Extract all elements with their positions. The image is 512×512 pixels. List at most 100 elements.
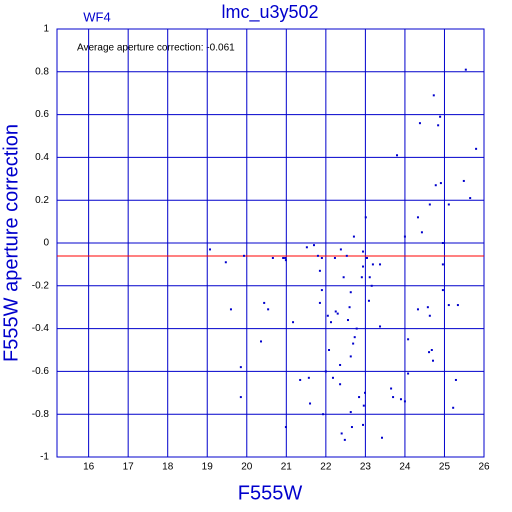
point	[392, 396, 395, 399]
point	[379, 325, 382, 328]
panel-label: WF4	[83, 9, 110, 24]
point	[363, 391, 366, 394]
point	[368, 276, 371, 279]
y-tick-label: -0.8	[32, 409, 50, 420]
point	[475, 147, 478, 150]
point	[352, 342, 355, 345]
point	[396, 154, 399, 157]
point	[434, 184, 437, 187]
point	[403, 400, 406, 403]
point	[362, 404, 365, 407]
point	[439, 115, 442, 118]
point	[353, 336, 356, 339]
point	[305, 246, 308, 249]
point	[239, 366, 242, 369]
point	[437, 124, 440, 127]
annotation: Average aperture correction: -0.061	[77, 43, 235, 54]
point	[469, 197, 472, 200]
y-tick-label: 0.6	[35, 109, 49, 120]
x-tick-label: 24	[399, 462, 411, 473]
point	[224, 261, 227, 264]
point	[339, 363, 342, 366]
x-tick-label: 21	[281, 462, 293, 473]
point	[345, 254, 348, 257]
point	[416, 216, 419, 219]
point	[364, 216, 367, 219]
point	[267, 308, 270, 311]
point	[430, 349, 433, 351]
point	[292, 321, 295, 324]
point	[355, 327, 358, 330]
point	[407, 338, 410, 341]
point	[329, 321, 332, 324]
point	[339, 383, 342, 386]
point	[390, 387, 393, 390]
point	[439, 182, 442, 185]
point	[441, 242, 444, 244]
y-tick-label: 0	[43, 238, 49, 249]
point	[342, 276, 345, 279]
point	[284, 426, 287, 429]
x-tick-label: 23	[360, 462, 372, 473]
point	[464, 68, 467, 71]
point	[348, 306, 351, 309]
point	[428, 351, 431, 354]
point	[418, 122, 421, 125]
point	[360, 276, 363, 279]
point	[380, 436, 383, 439]
point	[243, 254, 246, 257]
point	[426, 306, 429, 309]
x-tick-label: 25	[439, 462, 451, 473]
x-tick-label: 18	[162, 462, 174, 473]
point	[403, 235, 406, 238]
x-axis-label: F555W	[238, 482, 303, 504]
chart-title: lmc_u3y502	[221, 2, 318, 23]
point	[432, 94, 435, 97]
point	[340, 432, 343, 435]
point	[284, 259, 287, 262]
point	[322, 413, 325, 416]
point	[320, 289, 323, 292]
point	[229, 308, 232, 311]
point	[362, 423, 365, 426]
point	[209, 248, 212, 251]
point	[441, 289, 444, 292]
point	[358, 396, 361, 399]
point	[318, 301, 321, 304]
y-tick-label: -1	[40, 452, 49, 463]
point	[349, 355, 352, 358]
point	[428, 203, 431, 206]
x-tick-label: 26	[478, 462, 490, 473]
point	[343, 438, 346, 441]
x-tick-label: 16	[83, 462, 95, 473]
x-tick-label: 17	[123, 462, 135, 473]
point	[331, 376, 334, 379]
point	[271, 256, 274, 259]
point	[328, 349, 331, 351]
point	[371, 263, 374, 266]
x-tick-label: 19	[202, 462, 214, 473]
point	[349, 291, 352, 294]
point	[316, 254, 319, 257]
point	[362, 250, 365, 253]
point	[428, 314, 431, 317]
y-axis-label: F555W aperture correction	[0, 124, 22, 362]
point	[399, 398, 402, 401]
point	[431, 359, 434, 362]
point	[334, 310, 337, 313]
point	[441, 263, 444, 266]
y-tick-label: 0.2	[35, 195, 49, 206]
point	[349, 411, 352, 414]
y-tick-label: -0.2	[32, 280, 50, 291]
point	[282, 256, 285, 259]
plot-frame	[56, 28, 485, 458]
point	[447, 304, 450, 307]
x-tick-label: 22	[320, 462, 332, 473]
point	[309, 402, 312, 405]
point	[307, 376, 310, 379]
point	[454, 378, 457, 381]
point	[350, 426, 353, 429]
point	[260, 340, 263, 343]
point	[336, 312, 339, 315]
